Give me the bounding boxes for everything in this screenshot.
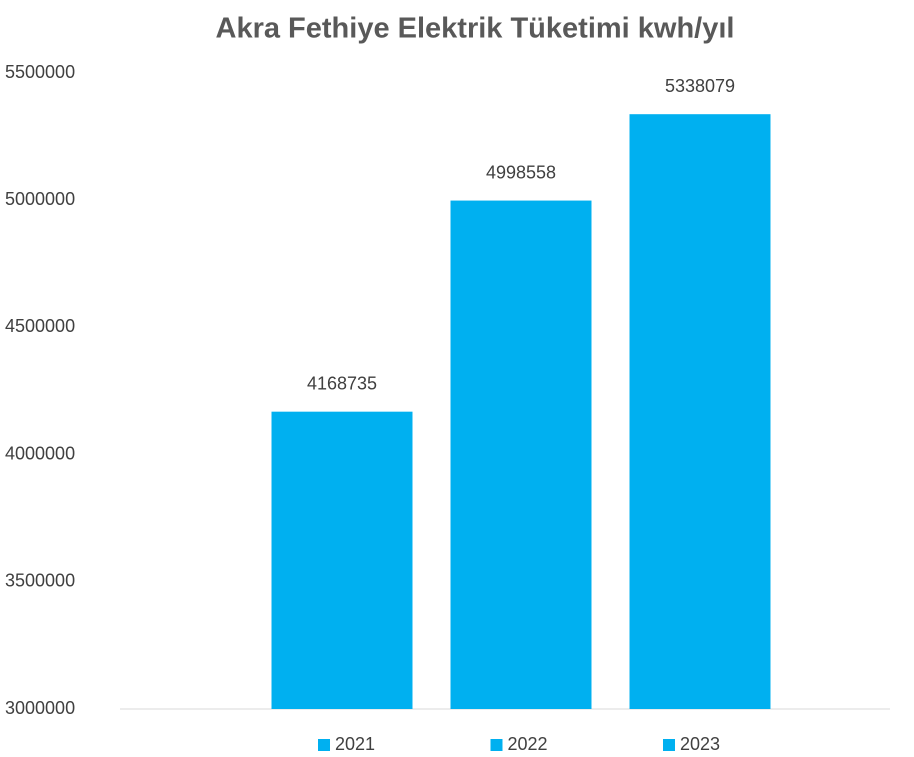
value-label: 5338079 bbox=[665, 76, 735, 96]
y-tick-label: 5500000 bbox=[5, 62, 75, 82]
chart-title: Akra Fethiye Elektrik Tüketimi kwh/yıl bbox=[216, 13, 735, 45]
legend-swatch bbox=[490, 739, 503, 751]
y-tick-label: 4500000 bbox=[5, 316, 75, 336]
legend-label: 2023 bbox=[680, 734, 720, 754]
y-tick-label: 4000000 bbox=[5, 443, 75, 463]
y-tick-label: 3500000 bbox=[5, 571, 75, 591]
legend-label: 2021 bbox=[335, 734, 375, 754]
bar bbox=[629, 114, 771, 710]
legend-label: 2022 bbox=[508, 734, 548, 754]
legend-swatch bbox=[318, 739, 330, 751]
y-tick-label: 3000000 bbox=[5, 698, 75, 718]
value-label: 4998558 bbox=[486, 162, 556, 182]
bar bbox=[271, 411, 413, 709]
y-tick-label: 5000000 bbox=[5, 189, 75, 209]
bar bbox=[450, 200, 592, 710]
legend-swatch bbox=[663, 739, 675, 751]
value-label: 4168735 bbox=[307, 373, 377, 393]
